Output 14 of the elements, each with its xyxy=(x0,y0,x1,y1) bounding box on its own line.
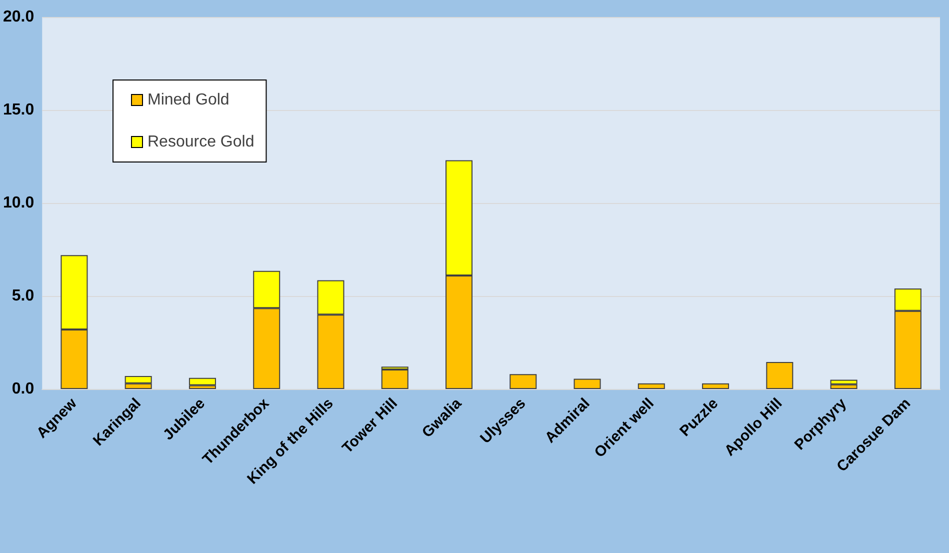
y-tick-label: 10.0 xyxy=(3,194,34,212)
bar xyxy=(510,374,537,389)
legend-label: Mined Gold xyxy=(148,92,230,108)
bar xyxy=(766,362,794,389)
y-tick-label: 5.0 xyxy=(12,288,34,304)
y-tick-label: 15.0 xyxy=(3,102,34,118)
bar xyxy=(381,369,408,389)
y-tick-label: 20.0 xyxy=(3,8,34,26)
bar xyxy=(574,378,601,389)
bar xyxy=(638,383,665,389)
bar xyxy=(188,378,216,386)
legend-label: Resource Gold xyxy=(148,134,254,150)
y-tick-label: 0.0 xyxy=(12,380,34,398)
bar xyxy=(702,383,730,389)
